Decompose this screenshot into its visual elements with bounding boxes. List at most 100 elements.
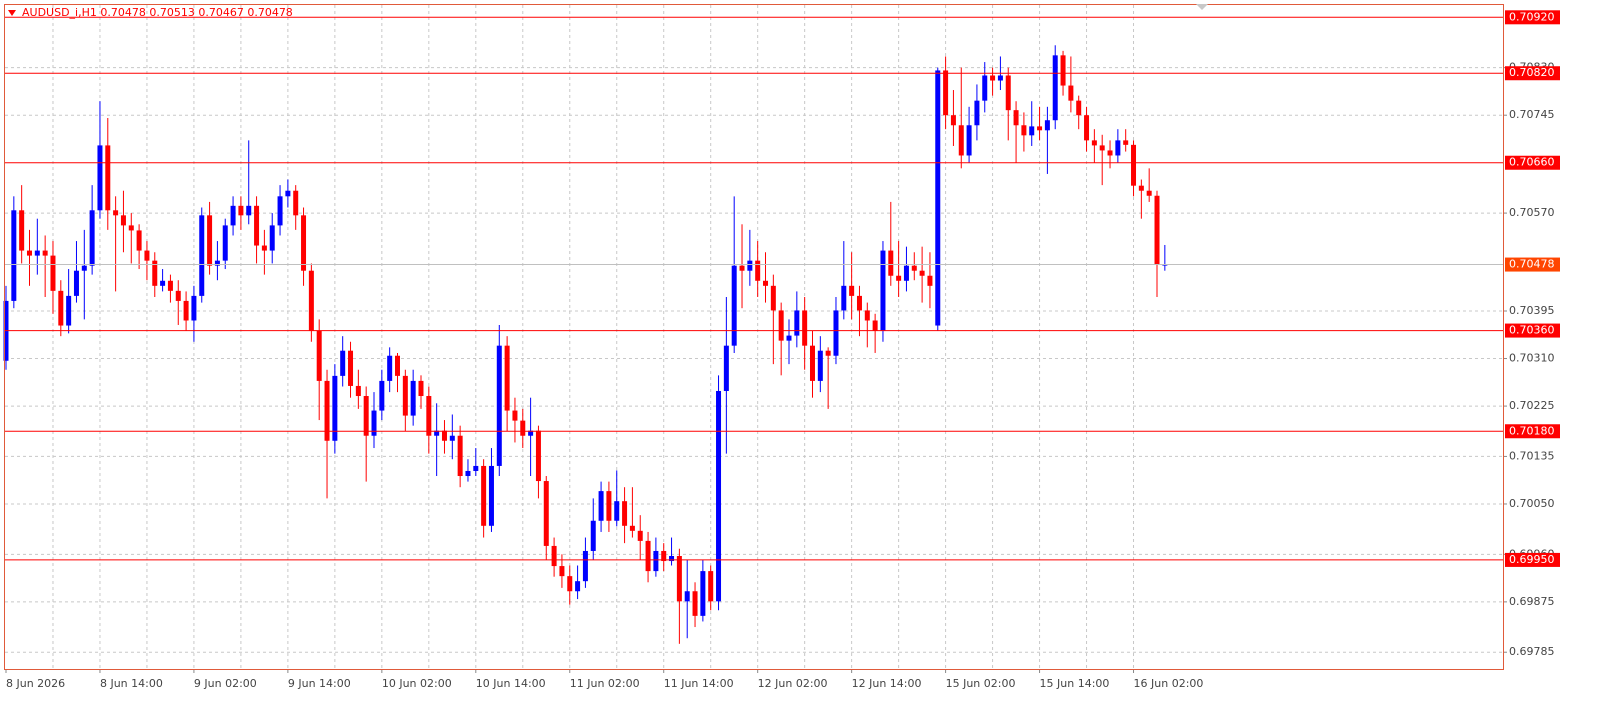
candle-body [1131, 144, 1137, 186]
x-tick-label: 8 Jun 14:00 [100, 677, 163, 690]
candle-body [528, 430, 534, 436]
candle-body [888, 250, 894, 276]
y-tick-label: 0.70745 [1509, 108, 1555, 121]
candle-body [465, 470, 471, 477]
level-label: 0.70920 [1509, 10, 1555, 23]
candle-body [1123, 140, 1129, 145]
candle-body [535, 430, 541, 482]
candle-body [191, 295, 197, 321]
candle-body [716, 390, 722, 602]
candle-body [316, 330, 322, 381]
candle-body [833, 310, 839, 356]
candle-body [903, 265, 909, 281]
candle-body [849, 285, 855, 296]
candle-body [809, 345, 815, 381]
candle-body [1115, 140, 1121, 156]
candle-body [1029, 126, 1035, 136]
x-tick-label: 9 Jun 14:00 [288, 677, 351, 690]
y-tick-label: 0.70570 [1509, 206, 1555, 219]
candle-body [387, 355, 393, 381]
candle-body [825, 350, 831, 356]
candle-body [723, 345, 729, 391]
candle-body [1013, 110, 1019, 126]
level-label-box [1505, 323, 1560, 338]
x-tick-label: 15 Jun 14:00 [1040, 677, 1110, 690]
x-tick-label: 10 Jun 02:00 [382, 677, 452, 690]
candle-body [1076, 100, 1082, 116]
candle-body [739, 265, 745, 271]
candle-body [34, 250, 40, 256]
x-tick-label: 10 Jun 14:00 [476, 677, 546, 690]
last-price-box [1505, 257, 1560, 272]
candle-body [551, 545, 557, 567]
candle-body [786, 335, 792, 341]
candle-body [246, 205, 252, 216]
level-label: 0.70360 [1509, 324, 1555, 337]
y-tick-label: 0.70050 [1509, 497, 1555, 510]
candle-body [982, 75, 988, 101]
candle-body [512, 410, 518, 421]
candle-body [128, 225, 134, 231]
candle-body [418, 380, 424, 397]
candle-body [73, 270, 79, 296]
candle-body [457, 435, 463, 477]
candle-body [105, 145, 111, 211]
candle-body [481, 465, 487, 526]
candle-body [856, 295, 862, 311]
candle-body [653, 550, 659, 572]
level-label: 0.70660 [1509, 156, 1555, 169]
last-price-label: 0.70478 [1509, 258, 1555, 271]
candle-body [214, 260, 220, 266]
candle-body [669, 556, 675, 562]
candle-body [58, 290, 64, 326]
candle-body [402, 375, 408, 416]
candle-body [175, 290, 181, 301]
candle-body [880, 250, 886, 331]
candle-body [285, 190, 291, 197]
candle-body [371, 410, 377, 436]
candle-body [567, 576, 573, 592]
candle-body [935, 70, 941, 326]
candle-body [332, 375, 338, 441]
candle-body [441, 430, 447, 441]
x-tick-label: 8 Jun 2026 [6, 677, 65, 690]
candle-body [496, 345, 502, 466]
candle-body [731, 265, 737, 346]
candle-body [575, 581, 581, 592]
candle-body [1099, 145, 1105, 151]
x-tick-label: 9 Jun 02:00 [194, 677, 257, 690]
candle-body [261, 245, 267, 251]
candle-body [990, 75, 996, 81]
candle-body [1138, 185, 1144, 191]
candle-body [1154, 195, 1160, 265]
candle-body [802, 310, 808, 346]
candle-body [559, 566, 565, 577]
candle-body [692, 591, 698, 616]
candle-body [97, 145, 103, 211]
candle-body [950, 115, 956, 126]
candle-body [911, 265, 917, 271]
candle-body [778, 310, 784, 341]
candle-body [136, 230, 142, 251]
candle-body [160, 280, 166, 286]
x-tick-label: 11 Jun 02:00 [570, 677, 640, 690]
candle-body [747, 260, 753, 271]
candle-body [943, 70, 949, 116]
candle-body [473, 465, 479, 471]
candle-body [207, 215, 213, 266]
candle-body [348, 350, 354, 386]
candle-body [11, 210, 17, 301]
level-label: 0.70820 [1509, 66, 1555, 79]
candle-body [1068, 85, 1074, 101]
candle-body [684, 591, 690, 602]
candle-body [1084, 115, 1090, 141]
candle-body [582, 550, 588, 582]
y-tick-label: 0.70395 [1509, 304, 1555, 317]
candle-body [293, 190, 299, 216]
candle-body [363, 396, 369, 436]
candle-body [308, 270, 314, 331]
candle-body [1005, 75, 1011, 111]
candle-body [167, 280, 173, 291]
candle-body [230, 205, 236, 226]
candle-body [763, 280, 769, 286]
